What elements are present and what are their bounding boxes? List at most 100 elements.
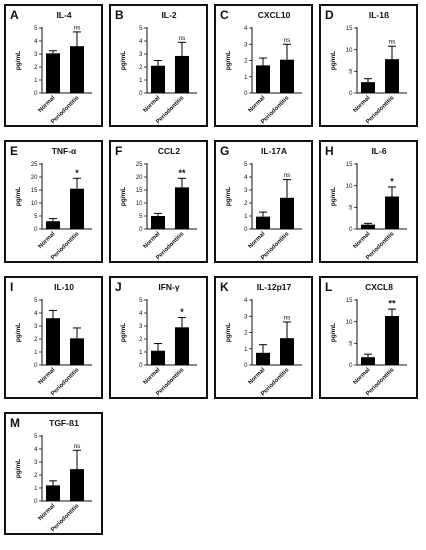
chart-panel-b: B IL-2 pg/mL 0 1 2 3 4 5 Normal Periodontitis ns: [109, 4, 208, 127]
y-tick-label: 10: [136, 201, 143, 207]
significance-label: **: [388, 299, 396, 309]
y-tick-label: 1: [139, 350, 143, 356]
y-tick-label: 0: [139, 363, 143, 369]
y-tick-label: 2: [34, 473, 38, 479]
chart-panel-a: A IL-4 pg/mL 0 1 2 3 4 5 Normal Periodontitis ns: [4, 4, 103, 127]
bar-normal: [151, 350, 165, 365]
y-tick-label: 5: [34, 26, 38, 32]
x-tick-label: Normal: [143, 367, 162, 386]
chart-title: CXCL10: [258, 10, 291, 20]
significance-label: ns: [74, 24, 82, 31]
panel-letter: E: [10, 144, 19, 158]
chart-panel-d: D IL-1ß pg/mL 0 5 10 15 Normal Periodontitis ns: [319, 4, 418, 127]
x-tick-label: Normal: [353, 367, 372, 386]
y-axis-label: pg/mL: [15, 51, 22, 71]
y-tick-label: 5: [34, 434, 38, 440]
significance-label: ns: [179, 35, 187, 42]
chart-panel-f: F CCL2 pg/mL 0 5 10 15 20 25 Normal Periodontitis *…: [109, 140, 208, 263]
y-tick-label: 20: [136, 175, 143, 181]
y-tick-label: 3: [34, 324, 38, 330]
y-tick-label: 0: [349, 91, 353, 97]
y-axis-label: pg/mL: [15, 459, 22, 479]
y-tick-label: 3: [139, 52, 143, 58]
significance-label: *: [180, 307, 184, 317]
y-tick-label: 0: [349, 363, 353, 369]
y-tick-label: 4: [244, 298, 248, 304]
y-tick-label: 2: [244, 201, 248, 207]
bar-normal: [46, 318, 60, 365]
x-tick-label: Normal: [248, 95, 267, 114]
bar-normal: [151, 65, 165, 93]
chart-title: IFN-γ: [158, 282, 180, 292]
bar-normal: [361, 357, 375, 365]
chart-panel-g: G IL-17A pg/mL 0 1 2 3 4 5 Normal Periodontitis ns: [214, 140, 313, 263]
y-tick-label: 4: [139, 311, 143, 317]
chart-panel-i: I IL-10 pg/mL 0 1 2 3 4 5 Normal Periodontitis: [4, 276, 103, 399]
y-tick-label: 1: [244, 347, 248, 353]
y-tick-label: 25: [31, 162, 38, 168]
y-tick-label: 3: [244, 188, 248, 194]
x-tick-label: Normal: [248, 367, 267, 386]
chart-title: IL-6: [371, 146, 386, 156]
x-tick-label: Normal: [353, 231, 372, 250]
chart-panel-h: H IL-6 pg/mL 0 5 10 15 Normal Periodontitis *: [319, 140, 418, 263]
bar-normal: [256, 216, 270, 229]
y-tick-label: 10: [346, 184, 353, 190]
panel-letter: B: [115, 8, 124, 22]
y-tick-label: 2: [244, 59, 248, 65]
panel-letter: A: [10, 8, 19, 22]
bar-periodontitis: [70, 338, 84, 365]
significance-label: ns: [389, 39, 397, 46]
bar-normal: [46, 53, 60, 93]
chart-panel-m: M TGF-ß1 pg/mL 0 1 2 3 4 5 Normal Periodontitis ns: [4, 412, 103, 535]
panel-letter: J: [115, 280, 122, 294]
panel-letter: K: [220, 280, 229, 294]
y-tick-label: 5: [34, 298, 38, 304]
y-tick-label: 15: [31, 188, 38, 194]
y-tick-label: 1: [34, 350, 38, 356]
y-tick-label: 2: [139, 65, 143, 71]
bar-periodontitis: [280, 59, 294, 93]
chart-title: IL-12p17: [257, 282, 292, 292]
bar-periodontitis: [175, 327, 189, 365]
y-axis-label: pg/mL: [330, 187, 337, 207]
chart-title: CCL2: [158, 146, 180, 156]
y-tick-label: 25: [136, 162, 143, 168]
x-tick-label: Normal: [143, 231, 162, 250]
x-tick-label: Normal: [38, 367, 57, 386]
bar-periodontitis: [175, 187, 189, 229]
chart-panel-j: J IFN-γ pg/mL 0 1 2 3 4 5 Normal Periodontitis *: [109, 276, 208, 399]
bar-normal: [256, 65, 270, 93]
bar-normal: [46, 221, 60, 229]
y-tick-label: 5: [349, 342, 353, 348]
bar-periodontitis: [175, 55, 189, 93]
y-axis-label: pg/mL: [120, 51, 127, 71]
significance-label: ns: [284, 172, 292, 179]
y-tick-label: 3: [244, 42, 248, 48]
y-axis-label: pg/mL: [120, 323, 127, 343]
y-tick-label: 5: [139, 214, 143, 220]
chart-title: IL-10: [54, 282, 74, 292]
bar-periodontitis: [70, 46, 84, 93]
y-tick-label: 0: [244, 363, 248, 369]
bar-normal: [151, 216, 165, 229]
y-tick-label: 1: [34, 78, 38, 84]
panel-letter: H: [325, 144, 334, 158]
bar-normal: [361, 224, 375, 229]
y-axis-label: pg/mL: [225, 51, 232, 71]
chart-title: IL-2: [161, 10, 176, 20]
y-tick-label: 4: [34, 39, 38, 45]
y-tick-label: 0: [244, 91, 248, 97]
y-tick-label: 3: [244, 314, 248, 320]
y-tick-label: 0: [34, 499, 38, 505]
y-tick-label: 15: [346, 26, 353, 32]
y-tick-label: 5: [34, 214, 38, 220]
y-tick-label: 3: [139, 324, 143, 330]
